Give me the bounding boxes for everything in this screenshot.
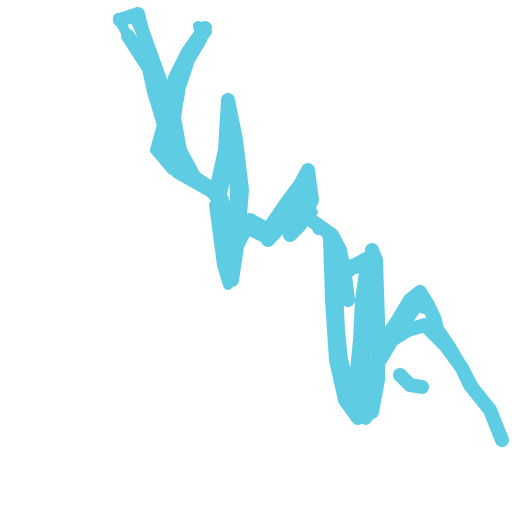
freehand-scribble: [113, 7, 509, 447]
scribble-stroke-pass-3: [131, 18, 502, 434]
